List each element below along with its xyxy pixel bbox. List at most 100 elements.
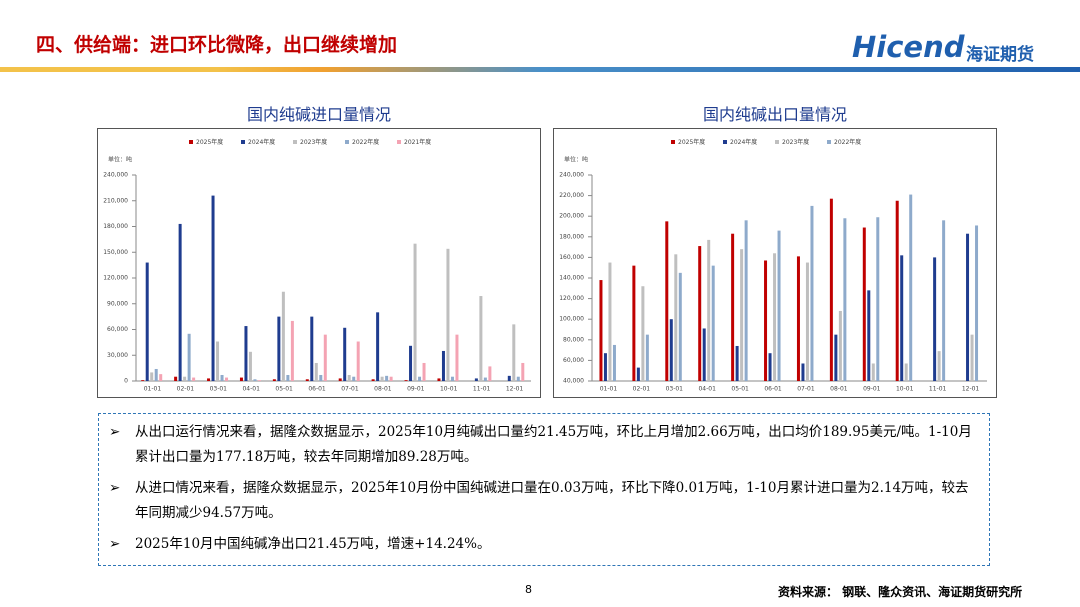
x-tick-label: 01-01	[144, 386, 162, 393]
bar	[645, 334, 649, 381]
chart-title: 国内纯碱进口量情况	[246, 105, 391, 124]
x-tick-label: 10-01	[440, 386, 458, 393]
bar	[521, 362, 525, 381]
bar	[632, 265, 636, 381]
legend-swatch	[189, 140, 193, 144]
bar	[735, 345, 739, 381]
bar	[895, 200, 899, 381]
x-tick-label: 05-01	[275, 386, 293, 393]
bar	[801, 363, 805, 381]
legend-label: 2022年度	[834, 138, 861, 146]
chart-title: 国内纯碱出口量情况	[702, 105, 847, 124]
x-tick-label: 08-01	[830, 386, 848, 393]
y-tick-label: 120,000	[559, 295, 584, 302]
bar	[141, 380, 145, 381]
bar	[220, 374, 224, 381]
y-tick-label: 100,000	[559, 316, 584, 323]
x-tick-label: 03-01	[210, 386, 228, 393]
bar	[446, 248, 450, 381]
x-tick-label: 05-01	[731, 386, 749, 393]
y-tick-label: 220,000	[559, 192, 584, 199]
x-tick-label: 12-01	[962, 386, 980, 393]
bar	[636, 367, 640, 381]
bar	[483, 377, 487, 381]
bar	[380, 376, 384, 381]
y-tick-label: 240,000	[103, 172, 128, 179]
bar	[871, 363, 875, 381]
y-tick-label: 140,000	[559, 275, 584, 282]
bar	[225, 377, 229, 381]
bar	[248, 351, 252, 381]
legend-label: 2023年度	[782, 138, 809, 146]
y-tick-label: 80,000	[563, 336, 584, 343]
bar	[474, 378, 478, 381]
bar	[744, 220, 748, 381]
y-tick-label: 120,000	[103, 275, 128, 282]
bar	[674, 254, 678, 381]
bar	[975, 225, 979, 381]
bar	[286, 374, 290, 381]
bar	[389, 376, 393, 381]
x-tick-label: 11-01	[473, 386, 491, 393]
bar	[290, 320, 294, 381]
y-tick-label: 160,000	[559, 254, 584, 261]
bar	[323, 334, 327, 381]
x-tick-label: 04-01	[698, 386, 716, 393]
bar	[796, 256, 800, 381]
bar	[711, 265, 715, 381]
y-tick-label: 30,000	[107, 352, 128, 359]
bar	[352, 376, 356, 381]
unit-label: 单位：吨	[108, 156, 132, 164]
page-number: 8	[525, 583, 532, 596]
bar	[669, 319, 673, 381]
bar	[678, 272, 682, 381]
bar	[376, 312, 380, 381]
bar	[937, 351, 941, 381]
y-tick-label: 60,000	[107, 326, 128, 333]
bar	[409, 345, 413, 381]
x-tick-label: 02-01	[177, 386, 195, 393]
y-tick-label: 240,000	[559, 172, 584, 179]
legend-label: 2021年度	[404, 138, 431, 146]
legend-label: 2023年度	[300, 138, 327, 146]
bar	[966, 233, 970, 381]
x-tick-label: 01-01	[600, 386, 618, 393]
x-tick-label: 06-01	[308, 386, 326, 393]
x-tick-label: 02-01	[633, 386, 651, 393]
x-tick-label: 06-01	[764, 386, 782, 393]
bar	[310, 316, 314, 381]
x-tick-label: 04-01	[242, 386, 260, 393]
bar	[272, 379, 276, 381]
legend-swatch	[397, 140, 401, 144]
y-tick-label: 60,000	[563, 357, 584, 364]
bar	[702, 328, 706, 381]
x-tick-label: 12-01	[506, 386, 524, 393]
bar	[479, 296, 483, 381]
bar	[253, 379, 257, 381]
legend-swatch	[827, 140, 831, 144]
note: 从进口情况来看，据隆众数据显示，2025年10月份中国纯碱进口量在0.03万吨，…	[109, 476, 977, 526]
bar	[192, 377, 196, 381]
bar	[281, 291, 285, 381]
bar	[343, 327, 347, 381]
bar	[867, 290, 871, 381]
bar	[178, 223, 182, 381]
bar	[862, 227, 866, 381]
bar	[810, 205, 814, 381]
notes: 从出口运行情况来看，据隆众数据显示，2025年10月纯碱出口量约21.45万吨，…	[98, 413, 990, 566]
bar	[338, 378, 342, 381]
bar	[829, 198, 833, 381]
chart-frame: 单位：吨 0 30,000 60,000 90,000 120,000 150,000 180…	[97, 128, 541, 398]
x-tick-label: 08-01	[374, 386, 392, 393]
bar	[777, 230, 781, 381]
x-tick-label: 11-01	[929, 386, 947, 393]
chart: 单位：吨 0 30,000 60,000 90,000 120,000 150,000 180…	[103, 138, 531, 393]
bar	[970, 334, 974, 381]
bar	[239, 377, 243, 381]
bar	[707, 239, 711, 381]
legend-swatch	[345, 140, 349, 144]
bar	[277, 316, 281, 381]
legend-swatch	[775, 140, 779, 144]
bar	[909, 194, 913, 381]
bar	[319, 374, 323, 381]
